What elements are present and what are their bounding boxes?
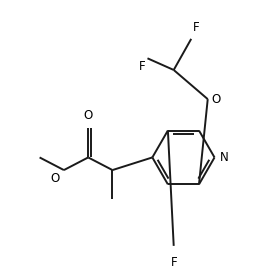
Text: O: O <box>51 172 60 185</box>
Text: O: O <box>84 109 93 123</box>
Text: F: F <box>139 60 146 73</box>
Text: O: O <box>212 93 221 106</box>
Text: F: F <box>193 21 200 34</box>
Text: F: F <box>170 256 177 269</box>
Text: N: N <box>219 151 228 164</box>
